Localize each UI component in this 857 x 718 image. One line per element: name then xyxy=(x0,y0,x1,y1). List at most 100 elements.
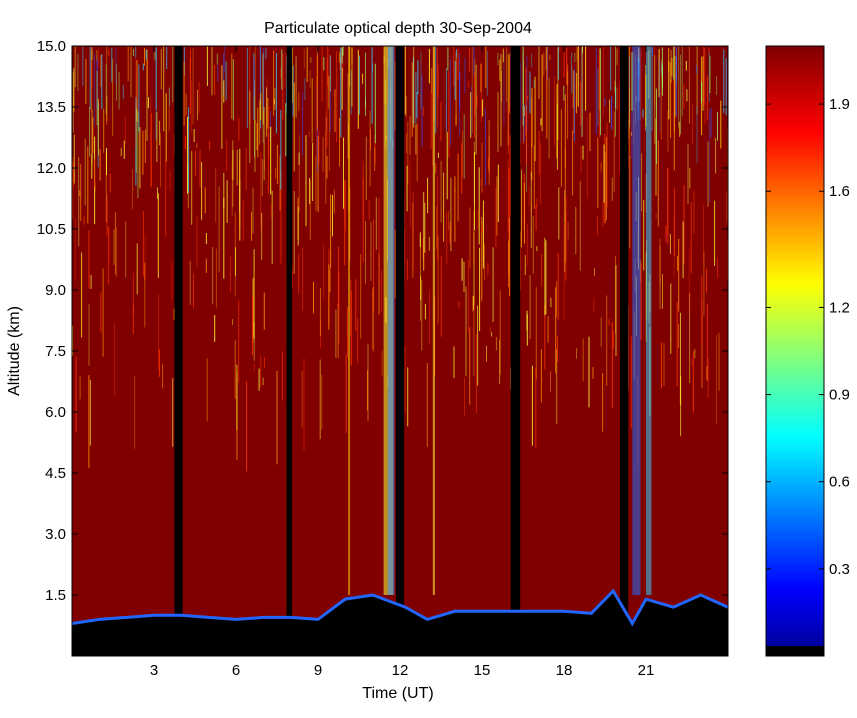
heatmap-streak xyxy=(580,81,582,126)
heatmap-streak xyxy=(74,46,76,88)
heatmap-streak xyxy=(87,146,89,224)
heatmap-streak xyxy=(270,126,272,195)
heatmap-streak xyxy=(581,46,583,137)
heatmap-streak xyxy=(191,151,193,225)
heatmap-streak xyxy=(261,159,263,196)
heatmap-streak xyxy=(160,133,161,188)
heatmap-streak xyxy=(135,46,137,58)
heatmap-streak xyxy=(350,279,352,336)
heatmap-streak xyxy=(263,292,265,330)
data-gap xyxy=(510,46,521,656)
heatmap-streak xyxy=(367,370,368,411)
heatmap-streak xyxy=(467,259,469,333)
heatmap-streak xyxy=(142,211,144,277)
heatmap-streak xyxy=(703,204,705,263)
heatmap-streak xyxy=(340,47,342,95)
heatmap-streak xyxy=(701,275,703,341)
heatmap-streak xyxy=(132,169,133,210)
heatmap-streak xyxy=(381,270,382,313)
heatmap-streak xyxy=(147,97,149,109)
heatmap-streak xyxy=(526,56,528,131)
heatmap-streak xyxy=(571,65,573,71)
heatmap-streak xyxy=(183,61,185,126)
heatmap-streak xyxy=(236,149,238,186)
heatmap-streak xyxy=(519,62,521,143)
heatmap-streak xyxy=(340,47,342,138)
heatmap-streak xyxy=(187,116,188,194)
heatmap-streak xyxy=(497,91,499,153)
heatmap-streak xyxy=(106,194,108,236)
heatmap-streak xyxy=(575,206,577,255)
heatmap-streak xyxy=(273,98,275,105)
heatmap-streak xyxy=(338,51,340,63)
heatmap-streak xyxy=(253,363,255,372)
heatmap-streak xyxy=(311,78,313,142)
heatmap-streak xyxy=(350,70,352,115)
heatmap-streak xyxy=(224,46,226,73)
heatmap-streak xyxy=(259,99,261,145)
heatmap-streak xyxy=(105,150,107,223)
heatmap-streak xyxy=(134,375,136,449)
heatmap-streak xyxy=(436,176,438,261)
heatmap-streak xyxy=(424,303,426,320)
heatmap-streak xyxy=(473,231,475,305)
heatmap-streak xyxy=(127,46,129,82)
heatmap-streak xyxy=(686,89,688,102)
heatmap-streak xyxy=(381,350,383,377)
x-tick-label: 21 xyxy=(638,662,655,679)
heatmap-streak xyxy=(139,127,141,189)
heatmap-streak xyxy=(499,290,501,375)
heatmap-streak xyxy=(702,56,704,111)
heatmap-streak xyxy=(469,207,471,269)
heatmap-streak xyxy=(665,225,667,242)
colorbar-tick-label: 1.2 xyxy=(829,299,850,316)
heatmap-streak xyxy=(675,46,677,117)
heatmap-streak xyxy=(597,216,598,236)
heatmap-streak xyxy=(597,68,599,127)
heatmap-streak xyxy=(225,61,227,101)
heatmap-streak xyxy=(544,305,546,370)
heatmap-streak xyxy=(696,106,698,164)
heatmap-streak xyxy=(123,140,125,159)
heatmap-streak xyxy=(298,253,300,294)
heatmap-streak xyxy=(446,211,448,265)
heatmap-streak xyxy=(707,358,709,398)
heatmap-streak xyxy=(455,49,457,58)
heatmap-streak xyxy=(615,46,616,137)
heatmap-streak xyxy=(422,106,424,116)
heatmap-streak xyxy=(101,54,103,109)
heatmap-streak xyxy=(508,241,509,288)
heatmap-streak xyxy=(454,188,456,242)
heatmap-streak xyxy=(404,227,406,265)
heatmap-streak xyxy=(491,332,493,337)
heatmap-streak xyxy=(558,187,560,240)
heatmap-streak xyxy=(344,204,346,221)
heatmap-streak xyxy=(662,274,663,309)
heatmap-streak xyxy=(196,216,198,267)
heatmap-streak xyxy=(461,258,463,281)
heatmap-streak xyxy=(703,251,705,316)
heatmap-streak xyxy=(659,246,661,310)
heatmap-streak xyxy=(157,187,158,199)
heatmap-streak xyxy=(322,137,324,172)
heatmap-streak xyxy=(150,113,152,187)
heatmap-streak xyxy=(89,380,91,446)
heatmap-streak xyxy=(509,217,510,297)
heatmap-streak xyxy=(630,112,632,159)
heatmap-streak xyxy=(694,349,696,359)
heatmap-streak xyxy=(215,248,217,308)
heatmap-streak xyxy=(531,98,533,181)
heatmap-streak xyxy=(608,319,610,326)
heatmap-streak xyxy=(440,160,442,223)
heatmap-streak xyxy=(415,124,417,155)
heatmap-streak xyxy=(88,230,90,289)
heatmap-streak xyxy=(325,117,327,133)
heatmap-streak xyxy=(682,221,684,279)
heatmap-streak xyxy=(696,46,698,115)
heatmap-streak xyxy=(373,219,374,312)
heatmap-streak xyxy=(717,257,719,279)
heatmap-streak xyxy=(280,68,282,79)
heatmap-streak xyxy=(525,110,527,165)
heatmap-streak xyxy=(404,345,406,414)
heatmap-streak xyxy=(362,73,364,84)
